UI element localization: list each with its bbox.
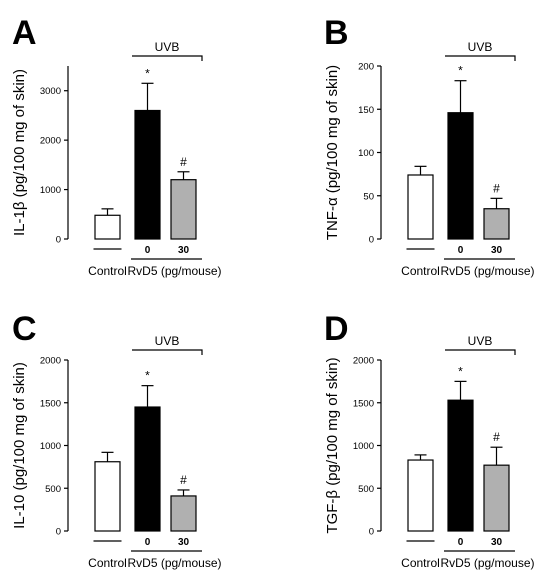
x-tick-label: 0 (145, 245, 151, 256)
y-tick-label: 500 (358, 484, 374, 495)
y-tick-label: 200 (358, 62, 374, 73)
uvb-bracket (445, 55, 516, 61)
x-label-control: Control (88, 264, 127, 278)
bar-rvd5-30 (170, 495, 197, 532)
bar-control (407, 459, 434, 532)
y-axis-label: TGF-β (pg/100 mg of skin) (324, 357, 341, 533)
bar-rvd5-0 (447, 399, 474, 532)
bar-rvd5-30 (483, 464, 510, 532)
significance-hash: # (493, 181, 500, 195)
uvb-label: UVB (468, 334, 493, 348)
significance-hash: # (180, 473, 187, 487)
x-tick-label: 0 (458, 245, 464, 256)
y-tick-label: 3000 (40, 86, 61, 97)
significance-asterisk: * (458, 64, 463, 78)
x-tick-label: 30 (491, 245, 503, 256)
y-tick-label: 2000 (353, 356, 374, 367)
uvb-bracket (445, 349, 516, 355)
y-tick-label: 2000 (40, 136, 61, 147)
bar-rvd5-30 (483, 208, 510, 240)
y-tick-label: 0 (369, 527, 374, 538)
significance-asterisk: * (458, 364, 463, 378)
bar-control (94, 461, 121, 532)
y-tick-label: 2000 (40, 356, 61, 367)
significance-hash: # (493, 430, 500, 444)
significance-hash: # (180, 155, 187, 169)
bar-rvd5-30 (170, 179, 197, 240)
bar-control (407, 174, 434, 240)
y-tick-label: 50 (363, 191, 374, 202)
uvb-label: UVB (155, 40, 180, 54)
y-tick-label: 0 (369, 235, 374, 246)
uvb-label: UVB (468, 40, 493, 54)
bar-rvd5-0 (447, 112, 474, 240)
bar-rvd5-0 (134, 406, 161, 532)
y-tick-label: 1500 (40, 398, 61, 409)
x-label-treatment: RvD5 (pg/mouse) (440, 264, 534, 278)
x-label-treatment: RvD5 (pg/mouse) (127, 556, 221, 570)
y-axis-label: IL-10 (pg/100 mg of skin) (11, 362, 28, 529)
panel-letter: C (12, 310, 37, 348)
y-tick-label: 1000 (40, 441, 61, 452)
y-tick-label: 1000 (353, 441, 374, 452)
x-label-control: Control (401, 264, 440, 278)
y-tick-label: 1000 (40, 185, 61, 196)
significance-asterisk: * (145, 66, 150, 80)
y-tick-label: 150 (358, 105, 374, 116)
x-tick-label: 0 (458, 537, 464, 548)
x-tick-label: 30 (491, 537, 503, 548)
x-tick-label: 30 (178, 537, 190, 548)
significance-asterisk: * (145, 369, 150, 383)
panel-a: A 0 1000 2000 3000 IL-1β (pg/100 mg of skin) *… (11, 14, 222, 278)
y-axis-label: TNF-α (pg/100 mg of skin) (324, 65, 341, 240)
uvb-bracket (132, 349, 203, 355)
panel-letter: B (324, 14, 349, 52)
y-tick-label: 100 (358, 148, 374, 159)
y-axis-label: IL-1β (pg/100 mg of skin) (11, 69, 28, 236)
bar-rvd5-0 (134, 109, 161, 240)
panel-b: B 0 50 100 150 200 TNF-α (pg/100 mg of skin) * #… (324, 14, 535, 278)
uvb-bracket (132, 55, 203, 61)
panel-letter: A (12, 14, 37, 52)
panel-d: D 0 500 1000 1500 2000 TGF-β (pg/100 mg of ski… (324, 310, 535, 570)
y-tick-label: 1500 (353, 398, 374, 409)
panel-letter: D (324, 310, 349, 348)
panel-c: C 0 500 1000 1500 2000 IL-10 (pg/100 mg of ski… (11, 310, 222, 570)
x-label-control: Control (88, 556, 127, 570)
x-label-control: Control (401, 556, 440, 570)
y-tick-label: 0 (56, 235, 61, 246)
x-label-treatment: RvD5 (pg/mouse) (440, 556, 534, 570)
uvb-label: UVB (155, 334, 180, 348)
y-tick-label: 0 (56, 527, 61, 538)
x-tick-label: 30 (178, 245, 190, 256)
y-tick-label: 500 (45, 484, 61, 495)
bar-control (94, 214, 121, 240)
x-tick-label: 0 (145, 537, 151, 548)
x-label-treatment: RvD5 (pg/mouse) (127, 264, 221, 278)
